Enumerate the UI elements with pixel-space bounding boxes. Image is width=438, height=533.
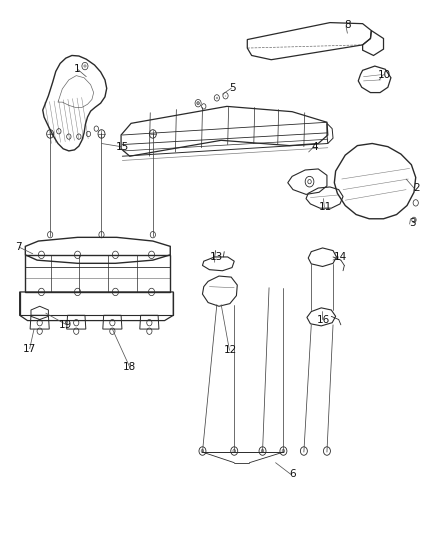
Text: 1: 1 xyxy=(74,64,81,74)
Text: 19: 19 xyxy=(59,320,72,330)
Text: 11: 11 xyxy=(319,202,332,212)
Text: 14: 14 xyxy=(334,252,347,262)
Text: 6: 6 xyxy=(289,470,295,479)
Text: 3: 3 xyxy=(410,218,416,228)
Text: 16: 16 xyxy=(317,314,330,325)
Text: 13: 13 xyxy=(209,252,223,262)
Text: 5: 5 xyxy=(229,83,235,93)
Text: 8: 8 xyxy=(344,20,351,30)
Text: 18: 18 xyxy=(123,362,136,372)
Text: 7: 7 xyxy=(14,243,21,253)
Text: 4: 4 xyxy=(311,142,318,152)
Text: 10: 10 xyxy=(378,70,391,79)
Text: 2: 2 xyxy=(414,183,420,193)
Text: 12: 12 xyxy=(224,345,237,356)
Text: 17: 17 xyxy=(23,344,36,354)
Text: 15: 15 xyxy=(116,142,129,152)
